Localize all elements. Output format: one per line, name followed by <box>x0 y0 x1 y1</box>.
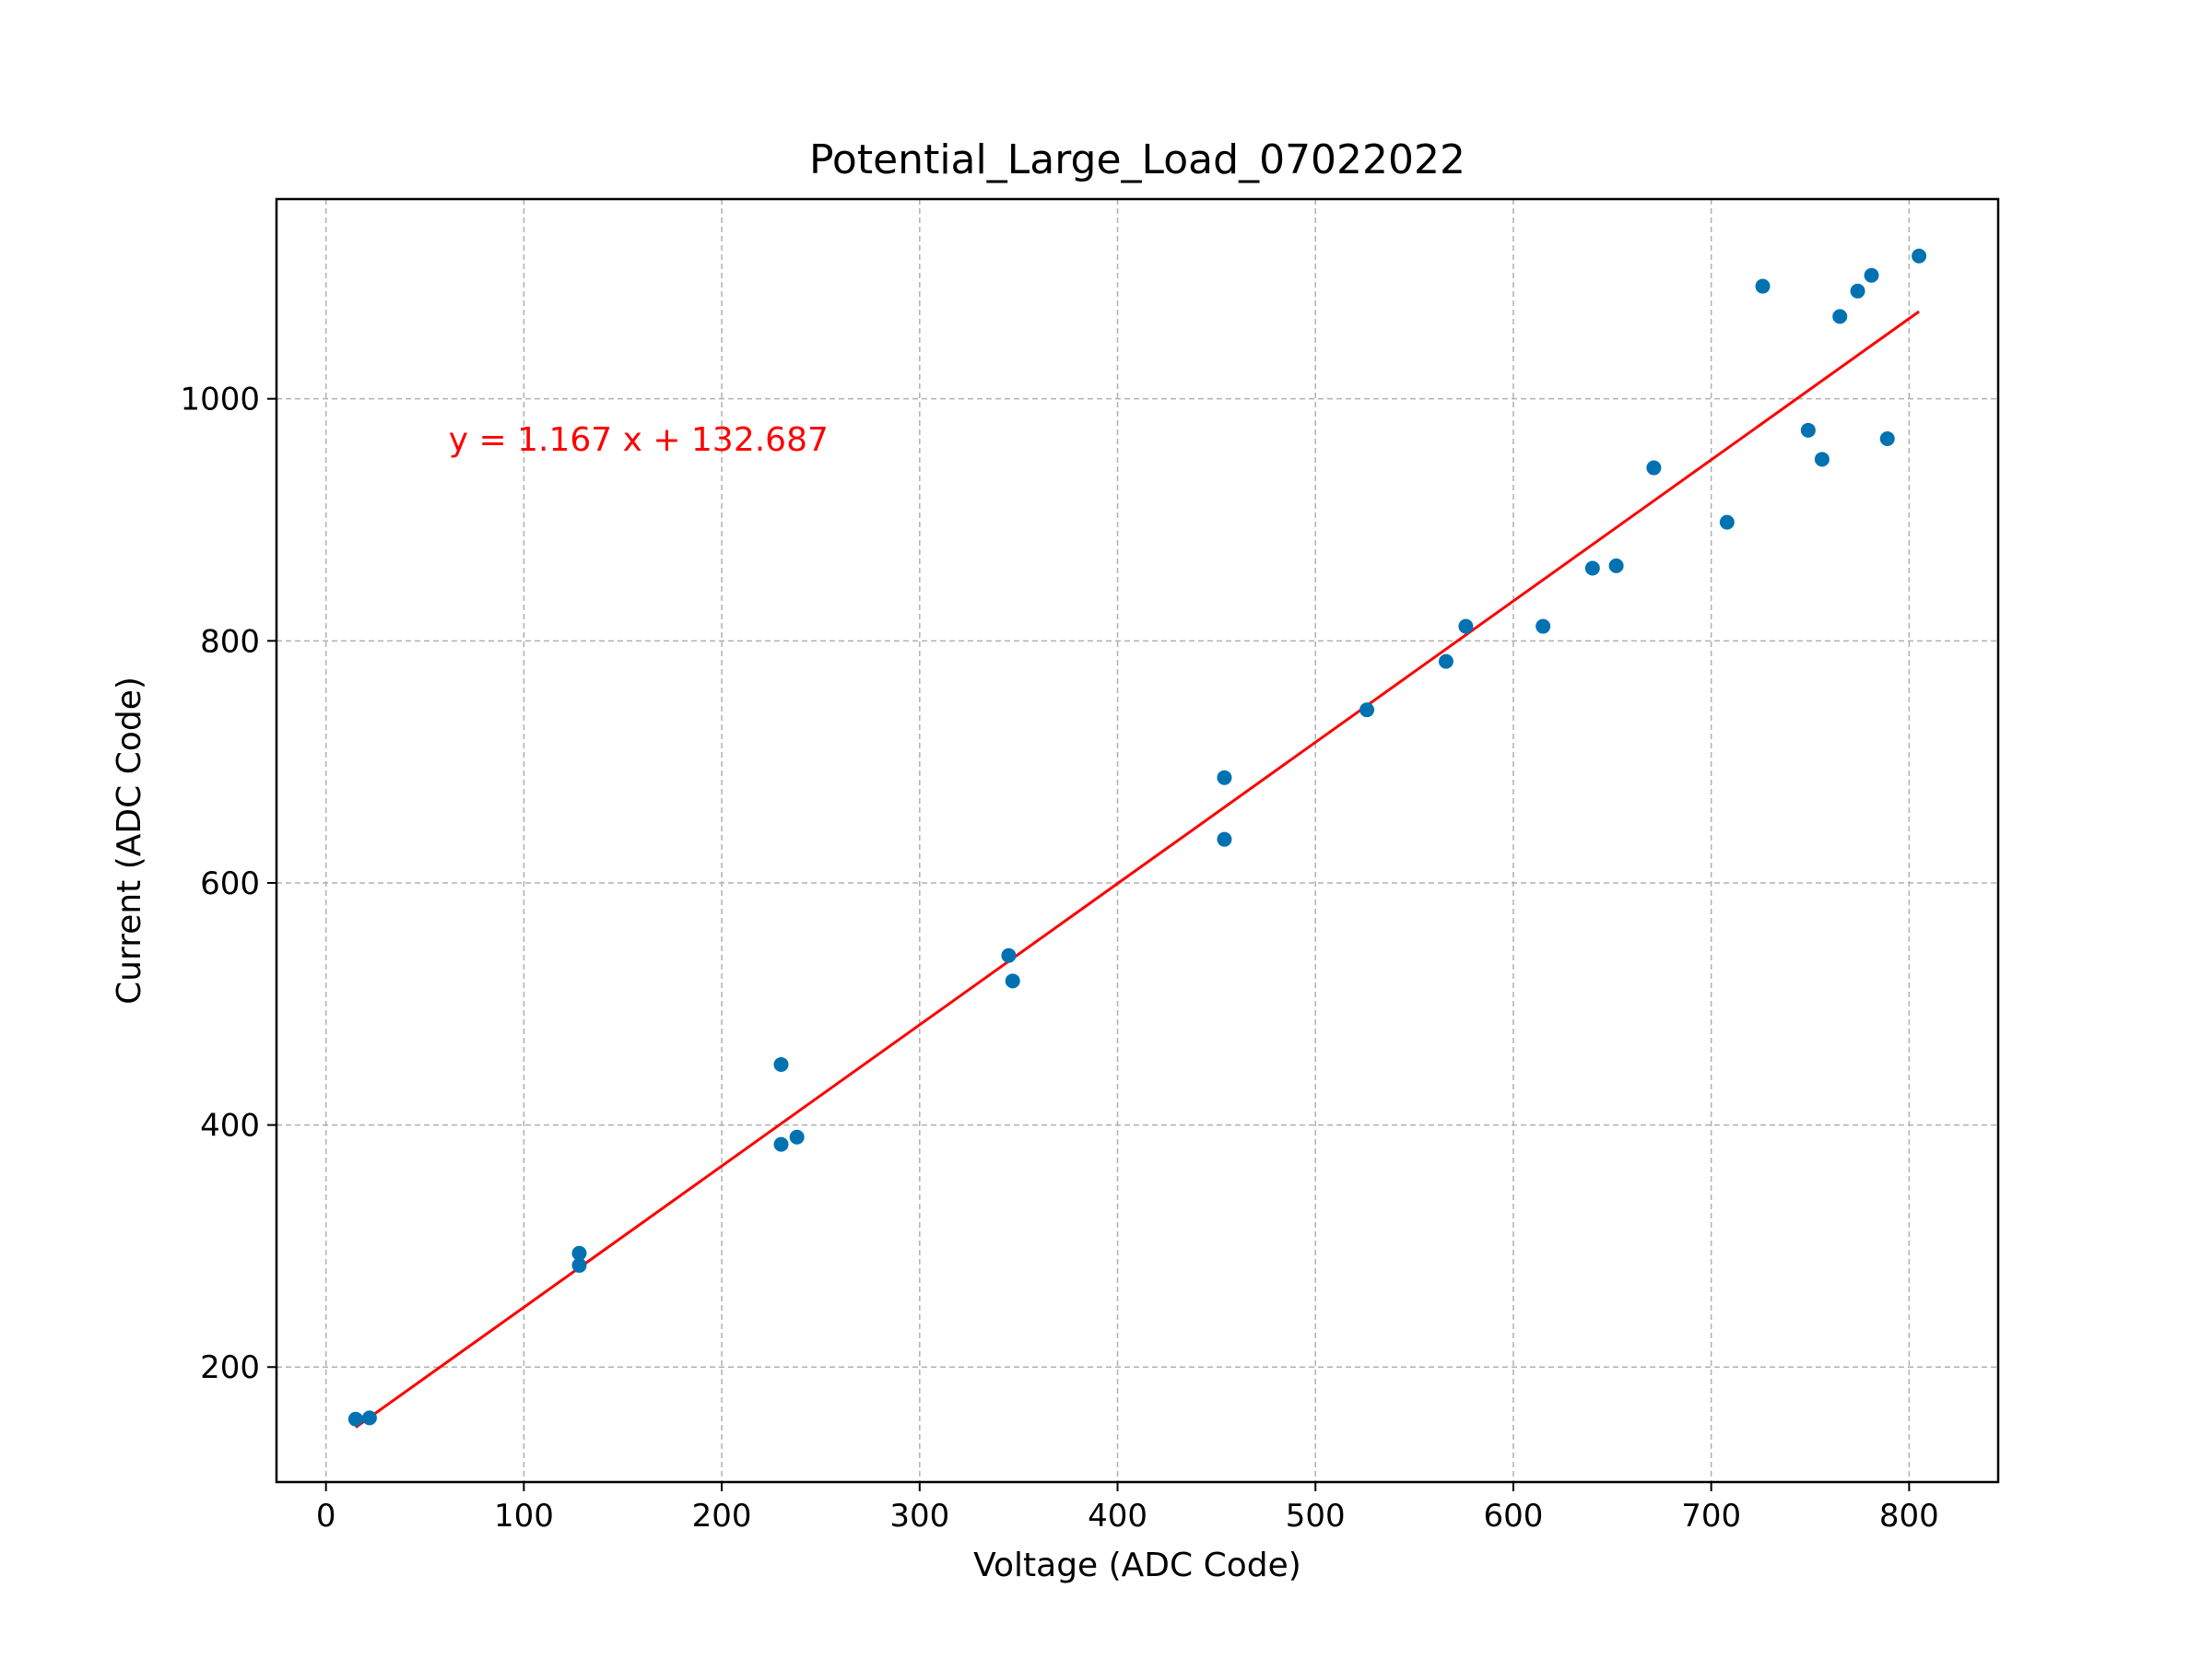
data-point <box>1438 653 1453 669</box>
y-tick-label: 200 <box>200 1349 260 1386</box>
y-tick-label: 800 <box>200 623 260 660</box>
grid-lines <box>276 199 1998 1482</box>
data-point <box>571 1257 587 1273</box>
data-point <box>789 1129 805 1145</box>
data-point <box>1832 309 1848 324</box>
data-point <box>773 1136 789 1152</box>
y-tick-label: 1000 <box>180 382 260 418</box>
data-point <box>1719 514 1735 530</box>
regression-line <box>355 310 1920 1429</box>
data-point <box>1217 831 1232 847</box>
x-tick-label: 500 <box>1286 1498 1346 1535</box>
data-point <box>571 1245 587 1261</box>
x-tick-label: 600 <box>1484 1498 1544 1535</box>
data-point <box>1608 558 1624 573</box>
annotations: y = 1.167 x + 132.687 <box>449 421 829 459</box>
data-point <box>347 1411 363 1427</box>
data-point <box>1458 618 1474 634</box>
plot-area-frame <box>275 197 2000 1484</box>
data-point <box>773 1056 789 1072</box>
data-point <box>1879 431 1895 447</box>
axis-ticks: 0 100 200 300 400 500 600 700 800 200 400 600 800 100… <box>180 382 1938 1535</box>
data-point <box>1217 770 1232 785</box>
data-point <box>1584 560 1600 576</box>
y-axis-label: Current (ADC Code) <box>111 677 148 1005</box>
x-tick-label: 100 <box>494 1498 554 1535</box>
data-point <box>1359 702 1375 718</box>
data-point <box>1535 618 1551 634</box>
data-point <box>1864 267 1879 283</box>
x-tick-label: 300 <box>889 1498 949 1535</box>
fit-line-layer <box>355 310 1920 1429</box>
data-point <box>1001 947 1017 963</box>
x-axis-label: Voltage (ADC Code) <box>973 1547 1301 1584</box>
x-tick-label: 400 <box>1088 1498 1147 1535</box>
data-point <box>1646 460 1662 476</box>
y-tick-label: 400 <box>200 1108 260 1145</box>
data-point <box>1912 248 1927 264</box>
data-point <box>1005 973 1020 989</box>
data-point <box>1755 278 1771 294</box>
data-points <box>347 248 1927 1427</box>
data-point <box>361 1410 377 1426</box>
data-point <box>1800 422 1816 438</box>
x-tick-label: 700 <box>1681 1498 1741 1535</box>
regression-equation: y = 1.167 x + 132.687 <box>449 421 829 459</box>
x-tick-label: 0 <box>316 1498 336 1535</box>
data-point <box>1850 283 1865 299</box>
x-tick-label: 800 <box>1879 1498 1939 1535</box>
chart-title: Potential_Large_Load_07022022 <box>809 136 1465 183</box>
x-tick-label: 200 <box>692 1498 752 1535</box>
y-tick-label: 600 <box>200 865 260 902</box>
data-point <box>1814 452 1830 467</box>
